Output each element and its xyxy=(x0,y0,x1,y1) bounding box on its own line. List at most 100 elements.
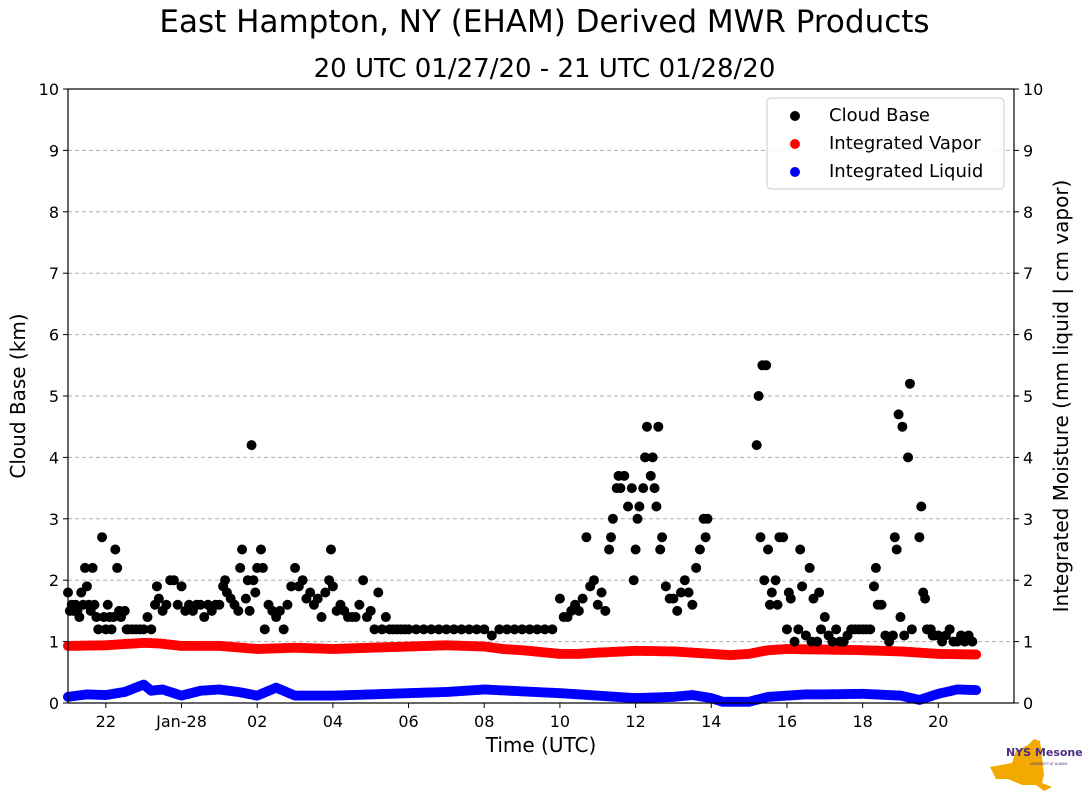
data-point-cloud-base xyxy=(403,624,414,635)
data-point-cloud-base xyxy=(903,452,914,463)
y-tick-label-right: 10 xyxy=(1023,80,1043,99)
data-point-cloud-base xyxy=(899,630,910,641)
data-point-cloud-base xyxy=(456,624,467,635)
data-point-cloud-base xyxy=(138,624,149,635)
data-point-cloud-base xyxy=(274,605,285,616)
data-point-cloud-base xyxy=(380,612,391,623)
data-point-cloud-base xyxy=(290,562,301,573)
data-point-cloud-base xyxy=(606,532,617,543)
data-point-cloud-base xyxy=(517,624,528,635)
data-point-cloud-base xyxy=(647,452,658,463)
data-point-cloud-base xyxy=(532,624,543,635)
data-point-cloud-base xyxy=(106,624,117,635)
data-point-cloud-base xyxy=(893,409,904,420)
data-point-cloud-base xyxy=(916,501,927,512)
data-point-cloud-base xyxy=(895,612,906,623)
data-point-cloud-base xyxy=(539,624,550,635)
data-point-cloud-base xyxy=(619,470,630,481)
data-point-cloud-base xyxy=(672,605,683,616)
data-point-cloud-base xyxy=(651,501,662,512)
data-point-cloud-base xyxy=(753,391,764,401)
logo-text: NYS Mesonet xyxy=(1006,746,1082,759)
data-point-cloud-base xyxy=(891,544,902,555)
data-point-cloud-base xyxy=(250,587,261,598)
data-point-cloud-base xyxy=(244,605,255,616)
series-integrated-liquid xyxy=(63,679,982,707)
data-point-cloud-base xyxy=(110,544,121,555)
data-point-cloud-base xyxy=(655,544,666,555)
y-tick-label: 4 xyxy=(49,448,59,467)
data-point-cloud-base xyxy=(220,575,231,586)
x-tick-label: Jan-28 xyxy=(155,712,207,731)
data-point-cloud-base xyxy=(770,575,781,586)
data-point-cloud-base xyxy=(887,630,898,641)
y-tick-label-right: 9 xyxy=(1023,141,1033,160)
data-point-cloud-base xyxy=(146,624,157,635)
data-point-cloud-base xyxy=(638,483,649,494)
data-point-cloud-base xyxy=(316,612,327,623)
data-point-cloud-base xyxy=(876,599,887,610)
data-point-cloud-base xyxy=(600,605,611,616)
logo-subtext: UNIVERSITY AT ALBANY xyxy=(1030,762,1068,766)
data-point-cloud-base xyxy=(804,562,815,573)
data-point-cloud-base xyxy=(441,624,452,635)
data-point-cloud-base xyxy=(634,501,645,512)
data-point-cloud-base xyxy=(119,605,130,616)
data-point-cloud-base xyxy=(920,593,931,604)
y-tick-label: 8 xyxy=(49,203,59,222)
data-point-cloud-base xyxy=(607,513,618,524)
data-point-cloud-base xyxy=(755,532,766,543)
data-point-cloud-base xyxy=(255,544,266,555)
data-point-cloud-base xyxy=(645,470,656,481)
data-point-cloud-base xyxy=(142,612,153,623)
data-point-cloud-base xyxy=(365,605,376,616)
y-tick-label: 2 xyxy=(49,571,59,590)
nys-mesonet-logo: NYS Mesonet UNIVERSITY AT ALBANY xyxy=(990,739,1082,791)
data-point-cloud-base xyxy=(778,532,789,543)
data-point-cloud-base xyxy=(588,575,599,586)
data-point-cloud-base xyxy=(248,575,259,586)
y-axis-label-right: Integrated Moisture (mm liquid | cm vapo… xyxy=(1049,180,1073,613)
data-point-cloud-base xyxy=(793,624,804,635)
data-point-cloud-base xyxy=(426,624,437,635)
data-point-cloud-base xyxy=(615,483,626,494)
x-tick-label: 04 xyxy=(323,712,343,731)
data-point-cloud-base xyxy=(676,587,687,598)
data-point-cloud-base xyxy=(668,593,679,604)
data-point-cloud-base xyxy=(305,587,316,598)
legend-marker-cloud-base xyxy=(790,111,800,121)
data-point-cloud-base xyxy=(797,581,808,592)
data-point-cloud-base xyxy=(433,624,444,635)
data-point-cloud-base xyxy=(195,599,206,610)
data-point-cloud-base xyxy=(350,612,361,623)
data-point-cloud-base xyxy=(327,581,338,592)
data-point-integrated-liquid xyxy=(971,685,982,696)
data-point-cloud-base xyxy=(81,581,92,592)
data-point-cloud-base xyxy=(660,581,671,592)
data-point-cloud-base xyxy=(683,587,694,598)
y-tick-label-right: 5 xyxy=(1023,387,1033,406)
data-point-cloud-base xyxy=(246,440,257,451)
data-point-cloud-base xyxy=(679,575,690,586)
data-point-cloud-base xyxy=(897,421,908,432)
data-point-cloud-base xyxy=(766,587,777,598)
data-point-cloud-base xyxy=(751,440,762,451)
x-tick-label: 08 xyxy=(474,712,494,731)
data-point-cloud-base xyxy=(479,624,490,635)
data-point-cloud-base xyxy=(112,562,123,573)
data-point-cloud-base xyxy=(596,587,607,598)
data-point-cloud-base xyxy=(97,532,108,543)
data-point-cloud-base xyxy=(233,605,244,616)
data-point-cloud-base xyxy=(827,636,838,647)
data-point-cloud-base xyxy=(369,624,380,635)
data-point-cloud-base xyxy=(172,599,183,610)
data-point-cloud-base xyxy=(814,587,825,598)
y-tick-label-right: 7 xyxy=(1023,264,1033,283)
data-point-cloud-base xyxy=(694,544,705,555)
data-point-cloud-base xyxy=(889,532,900,543)
data-point-cloud-base xyxy=(967,636,978,647)
data-point-cloud-base xyxy=(764,599,775,610)
y-tick-label-right: 1 xyxy=(1023,633,1033,652)
data-point-cloud-base xyxy=(700,532,711,543)
